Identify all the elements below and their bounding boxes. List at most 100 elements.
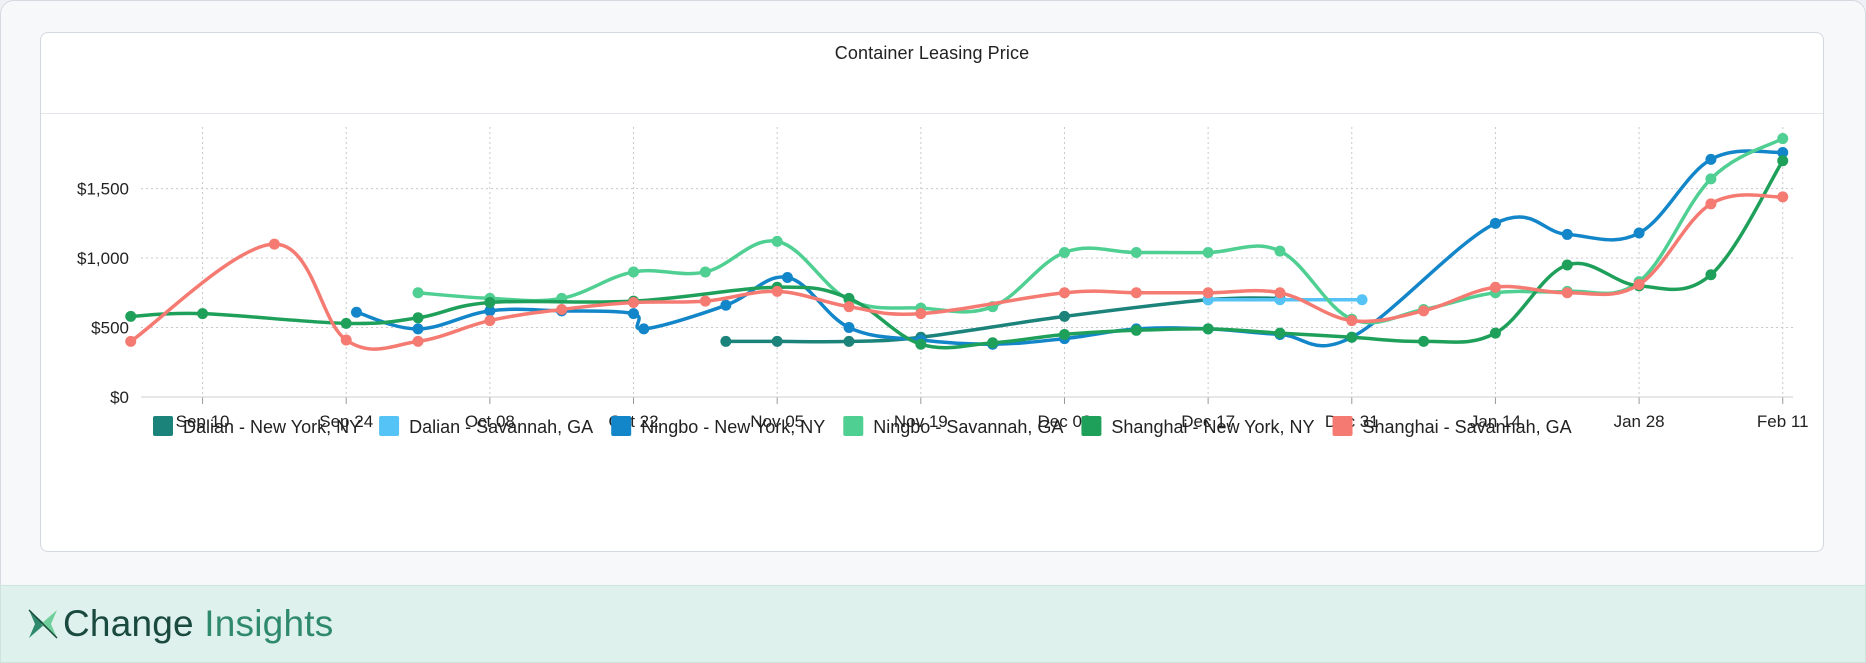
legend-item[interactable]: Ningbo - New York, NY [611, 416, 825, 437]
data-point[interactable] [1274, 245, 1286, 257]
data-point[interactable] [1058, 246, 1070, 258]
data-point[interactable] [340, 334, 352, 346]
data-point[interactable] [340, 317, 352, 329]
data-point[interactable] [1202, 246, 1214, 258]
series-3[interactable] [412, 133, 1789, 325]
data-point[interactable] [771, 285, 783, 297]
data-point[interactable] [268, 238, 280, 250]
legend-label: Ningbo - New York, NY [641, 417, 825, 437]
data-point[interactable] [843, 301, 855, 313]
series-line[interactable] [417, 137, 1784, 325]
data-point[interactable] [1633, 278, 1645, 290]
data-point[interactable] [412, 335, 424, 347]
data-point[interactable] [987, 337, 999, 349]
data-point[interactable] [699, 295, 711, 307]
data-point[interactable] [628, 297, 640, 309]
series-line[interactable] [355, 149, 1783, 348]
legend-item[interactable]: Shanghai - New York, NY [1081, 416, 1315, 437]
data-point[interactable] [350, 306, 362, 318]
data-point[interactable] [484, 315, 496, 327]
data-point[interactable] [1202, 323, 1214, 335]
legend-label: Shanghai - Savannah, GA [1363, 417, 1572, 437]
data-point[interactable] [1777, 146, 1789, 158]
data-point[interactable] [843, 335, 855, 347]
data-point[interactable] [412, 287, 424, 299]
series-5[interactable] [125, 191, 1789, 351]
legend-label: Ningbo - Savannah, GA [873, 417, 1063, 437]
data-point[interactable] [1489, 327, 1501, 339]
data-point[interactable] [484, 305, 496, 317]
data-point[interactable] [628, 266, 640, 278]
data-point[interactable] [1777, 155, 1789, 167]
data-point[interactable] [1130, 246, 1142, 258]
legend-item[interactable]: Dalian - New York, NY [153, 416, 361, 437]
data-point[interactable] [412, 312, 424, 324]
data-point[interactable] [1346, 331, 1358, 343]
y-tick-label: $500 [91, 319, 129, 338]
data-point[interactable] [1705, 269, 1717, 281]
data-point[interactable] [556, 303, 568, 315]
series-line[interactable] [129, 193, 1783, 351]
data-point[interactable] [1777, 133, 1789, 145]
legend-item[interactable]: Ningbo - Savannah, GA [843, 416, 1063, 437]
data-point[interactable] [484, 297, 496, 309]
y-tick-label: $1,000 [77, 249, 129, 268]
data-point[interactable] [1561, 259, 1573, 271]
x-tick-label: Jan 28 [1614, 412, 1665, 431]
legend-swatch [1081, 416, 1102, 436]
legend-label: Dalian - Savannah, GA [409, 417, 593, 437]
data-point[interactable] [781, 272, 793, 284]
data-point[interactable] [197, 308, 209, 320]
data-point[interactable] [1058, 328, 1070, 340]
data-point[interactable] [628, 308, 640, 320]
data-point[interactable] [843, 322, 855, 334]
data-point[interactable] [1418, 305, 1430, 317]
series-1[interactable] [1202, 294, 1368, 306]
data-point[interactable] [1058, 310, 1070, 322]
data-point[interactable] [1633, 227, 1645, 239]
data-point[interactable] [125, 310, 137, 322]
brand-mark-icon [28, 609, 58, 639]
data-point[interactable] [1130, 324, 1142, 336]
data-point[interactable] [771, 235, 783, 247]
data-point[interactable] [720, 335, 732, 347]
legend-swatch [153, 416, 173, 436]
data-point[interactable] [915, 308, 927, 320]
series-line[interactable] [130, 159, 1785, 350]
data-point[interactable] [1202, 287, 1214, 299]
legend-item[interactable]: Shanghai - Savannah, GA [1332, 416, 1572, 437]
line-chart: $0$500$1,000$1,500 Sep 10 Sep 24 Oct 08 Oct… [77, 127, 1809, 437]
x-tick-label: Sep 10 [176, 412, 230, 431]
data-point[interactable] [699, 266, 711, 278]
footer-bar: Change Insights [0, 585, 1866, 663]
data-point[interactable] [1058, 287, 1070, 299]
brand-logo[interactable]: Change Insights [25, 602, 333, 646]
data-point[interactable] [1274, 327, 1286, 339]
series-2[interactable] [350, 146, 1789, 350]
series-line[interactable] [725, 296, 1280, 344]
data-point[interactable] [1346, 315, 1358, 327]
data-point[interactable] [1705, 198, 1717, 210]
data-point[interactable] [1777, 191, 1789, 203]
legend-item[interactable]: Dalian - Savannah, GA [379, 416, 593, 437]
data-point[interactable] [843, 292, 855, 304]
data-point[interactable] [1561, 287, 1573, 299]
data-point[interactable] [412, 323, 424, 335]
data-point[interactable] [720, 299, 732, 311]
x-tick-label: Sep 24 [319, 412, 373, 431]
data-point[interactable] [1418, 335, 1430, 347]
data-point[interactable] [1705, 153, 1717, 165]
data-point[interactable] [1489, 217, 1501, 229]
data-point[interactable] [1561, 228, 1573, 240]
y-axis: $0 $500 $1,000 $1,500 [77, 180, 129, 407]
data-point[interactable] [771, 335, 783, 347]
data-point[interactable] [1130, 287, 1142, 299]
data-point[interactable] [1489, 281, 1501, 293]
data-point[interactable] [1705, 173, 1717, 185]
legend[interactable]: Dalian - New York, NY Dalian - Savannah, … [153, 416, 1572, 437]
data-point[interactable] [1356, 294, 1368, 306]
data-point[interactable] [1274, 287, 1286, 299]
data-point[interactable] [915, 338, 927, 350]
data-point[interactable] [125, 335, 137, 347]
data-point[interactable] [638, 323, 650, 335]
